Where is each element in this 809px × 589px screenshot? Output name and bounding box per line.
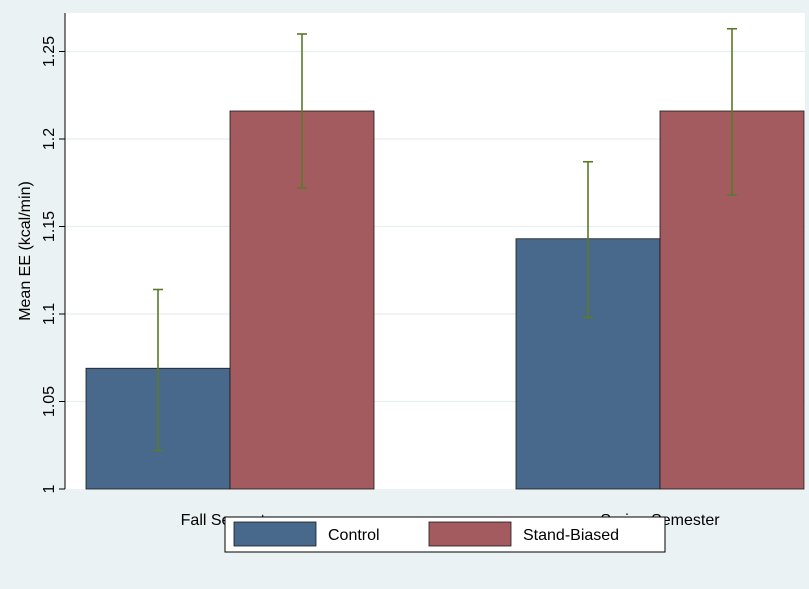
error-bars bbox=[153, 27, 737, 452]
legend-swatch bbox=[428, 521, 512, 547]
y-tick-label: 1.1 bbox=[41, 303, 58, 325]
legend-swatch bbox=[233, 521, 317, 547]
y-tick-label: 1 bbox=[41, 484, 58, 493]
legend-label: Control bbox=[328, 527, 380, 544]
y-tick-label: 1.15 bbox=[41, 211, 58, 242]
y-tick-label: 1.05 bbox=[41, 386, 58, 417]
bar bbox=[659, 110, 805, 490]
y-axis-ticks: 1 1.05 1.1 1.15 1.2 1.25 bbox=[41, 36, 65, 493]
legend-label: Stand-Biased bbox=[523, 527, 619, 544]
y-tick-label: 1.2 bbox=[41, 128, 58, 150]
y-axis-title: Mean EE (kcal/min) bbox=[17, 181, 34, 321]
legend: Control Stand-Biased bbox=[224, 516, 666, 553]
y-tick-label: 1.25 bbox=[41, 36, 58, 67]
